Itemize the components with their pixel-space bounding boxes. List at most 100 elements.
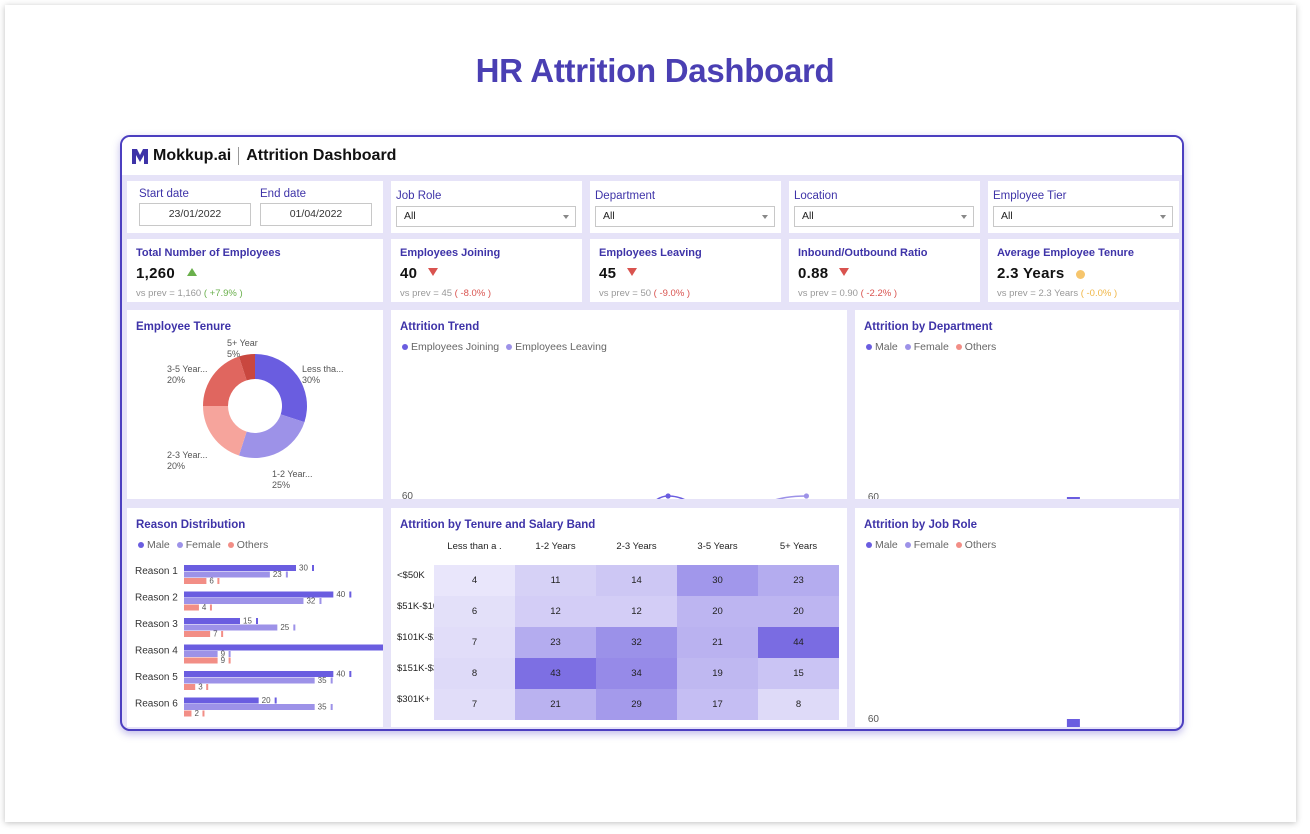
heatmap-cell[interactable]: 20: [758, 596, 839, 627]
heatmap-cell[interactable]: 8: [434, 658, 515, 689]
bar[interactable]: [1066, 497, 1080, 499]
bar[interactable]: [184, 565, 296, 571]
heatmap-cell[interactable]: 21: [677, 627, 758, 658]
legend-item: Male: [138, 539, 170, 551]
heatmap-cell[interactable]: 30: [677, 565, 758, 596]
slice-value-label: 25%: [272, 480, 290, 490]
bar[interactable]: [184, 671, 334, 677]
heatmap-cell[interactable]: 7: [434, 689, 515, 720]
bar-cap: [330, 677, 333, 684]
legend-item: Others: [955, 539, 996, 551]
bar[interactable]: [184, 591, 334, 598]
kpi-previous: vs prev = 0.90 ( -2.2% ): [798, 288, 898, 299]
bar-value-label: 23: [273, 570, 282, 579]
employee-tier-filter: Employee Tier All: [988, 181, 1179, 233]
attrition-by-job-role-card: Attrition by Job Role Male Female Others…: [855, 508, 1179, 727]
bar[interactable]: [184, 657, 218, 664]
bar[interactable]: [184, 618, 240, 624]
department-filter: Department All: [590, 181, 781, 233]
heatmap-row-label: $151K-$300K...: [397, 663, 464, 674]
donut-slice[interactable]: [203, 356, 247, 406]
bar-value-label: 40: [336, 670, 345, 679]
data-point[interactable]: [803, 493, 810, 499]
bar-cap: [209, 604, 212, 611]
heatmap-cell[interactable]: 4: [434, 565, 515, 596]
bar[interactable]: [184, 571, 270, 578]
heatmap-cell[interactable]: 23: [515, 627, 596, 658]
heatmap-cell[interactable]: 7: [434, 627, 515, 658]
kpi-previous: vs prev = 50 ( -9.0% ): [599, 288, 691, 299]
heatmap-column-label: 2-3 Years: [616, 541, 657, 552]
heatmap-cell[interactable]: 43: [515, 658, 596, 689]
legend-item: Employees Leaving: [506, 341, 607, 353]
location-select[interactable]: All: [794, 206, 974, 227]
bar[interactable]: [184, 624, 278, 631]
bar[interactable]: [184, 598, 304, 604]
heatmap-cell[interactable]: 17: [677, 689, 758, 720]
start-date-input[interactable]: 23/01/2022: [139, 203, 251, 226]
end-date-input[interactable]: 01/04/2022: [260, 203, 372, 226]
kpi-card-average-tenure: Average Employee Tenure 2.3 Years vs pre…: [988, 239, 1179, 302]
heatmap-cell[interactable]: 11: [515, 565, 596, 596]
chevron-down-icon: [762, 215, 768, 219]
heatmap-cell[interactable]: 32: [596, 627, 677, 658]
heatmap-cell[interactable]: 12: [596, 596, 677, 627]
bar[interactable]: [184, 644, 383, 651]
heatmap-cell[interactable]: 14: [596, 565, 677, 596]
chart-legend: Male Female Others: [138, 539, 275, 551]
kpi-value: 45: [599, 265, 617, 282]
y-tick-label: 60: [868, 492, 880, 499]
heatmap-cell[interactable]: 6: [434, 596, 515, 627]
bar-cap: [319, 598, 322, 604]
donut-slice[interactable]: [203, 406, 247, 456]
heatmap-cell[interactable]: 44: [758, 627, 839, 658]
bar[interactable]: [184, 684, 196, 690]
slice-value-label: 30%: [302, 375, 320, 385]
chart-title: Attrition by Tenure and Salary Band: [400, 519, 596, 531]
donut-slice[interactable]: [238, 414, 305, 458]
kpi-previous: vs prev = 1,160 ( +7.9% ): [136, 288, 243, 299]
donut-slice[interactable]: [255, 354, 307, 423]
location-filter: Location All: [789, 181, 980, 233]
heatmap-cell[interactable]: 15: [758, 658, 839, 689]
y-category-label: Reason 6: [135, 699, 178, 710]
job-role-select[interactable]: All: [396, 206, 576, 227]
bar[interactable]: [184, 704, 315, 710]
bar[interactable]: [184, 677, 315, 684]
bar-cap: [330, 704, 333, 710]
heatmap-cell[interactable]: 21: [515, 689, 596, 720]
trend-down-icon: [627, 268, 637, 276]
y-category-label: Reason 2: [135, 593, 178, 604]
attrition-by-department-card: Attrition by Department Male Female Othe…: [855, 310, 1179, 499]
bar-value-label: 40: [336, 590, 345, 599]
bar-value-label: 25: [280, 623, 289, 632]
y-tick-label: 60: [868, 714, 880, 725]
bar-value-label: 35: [318, 676, 327, 685]
slice-label: Less tha...: [302, 364, 344, 374]
heatmap-cell[interactable]: 23: [758, 565, 839, 596]
bar[interactable]: [184, 651, 218, 657]
heatmap-cell[interactable]: 29: [596, 689, 677, 720]
heatmap-cell[interactable]: 12: [515, 596, 596, 627]
bar[interactable]: [184, 604, 199, 611]
heatmap-cell[interactable]: 20: [677, 596, 758, 627]
bar[interactable]: [1066, 719, 1080, 727]
heatmap-cell[interactable]: 8: [758, 689, 839, 720]
bar[interactable]: [184, 631, 211, 637]
heatmap-cell[interactable]: 19: [677, 658, 758, 689]
chart-legend: Male Female Others: [866, 539, 1003, 551]
attrition-by-department-chart: 0102030405060Marketin...HRITOperatio...E…: [868, 492, 1080, 499]
data-point[interactable]: [665, 493, 671, 499]
department-select[interactable]: All: [595, 206, 775, 227]
bar[interactable]: [184, 710, 192, 717]
kpi-previous: vs prev = 2.3 Years ( -0.0% ): [997, 288, 1118, 299]
job-role-filter: Job Role All: [391, 181, 582, 233]
donut-slice[interactable]: [238, 354, 255, 381]
tenure-salary-heatmap: Less than a . 1-2 Years 2-3 Years 3-5 Years…: [391, 508, 847, 727]
bar[interactable]: [184, 578, 207, 584]
kpi-title: Inbound/Outbound Ratio: [798, 247, 928, 259]
heatmap-cell[interactable]: 34: [596, 658, 677, 689]
bar-value-label: 2: [194, 709, 199, 718]
bar[interactable]: [184, 697, 259, 704]
employee-tier-select[interactable]: All: [993, 206, 1173, 227]
